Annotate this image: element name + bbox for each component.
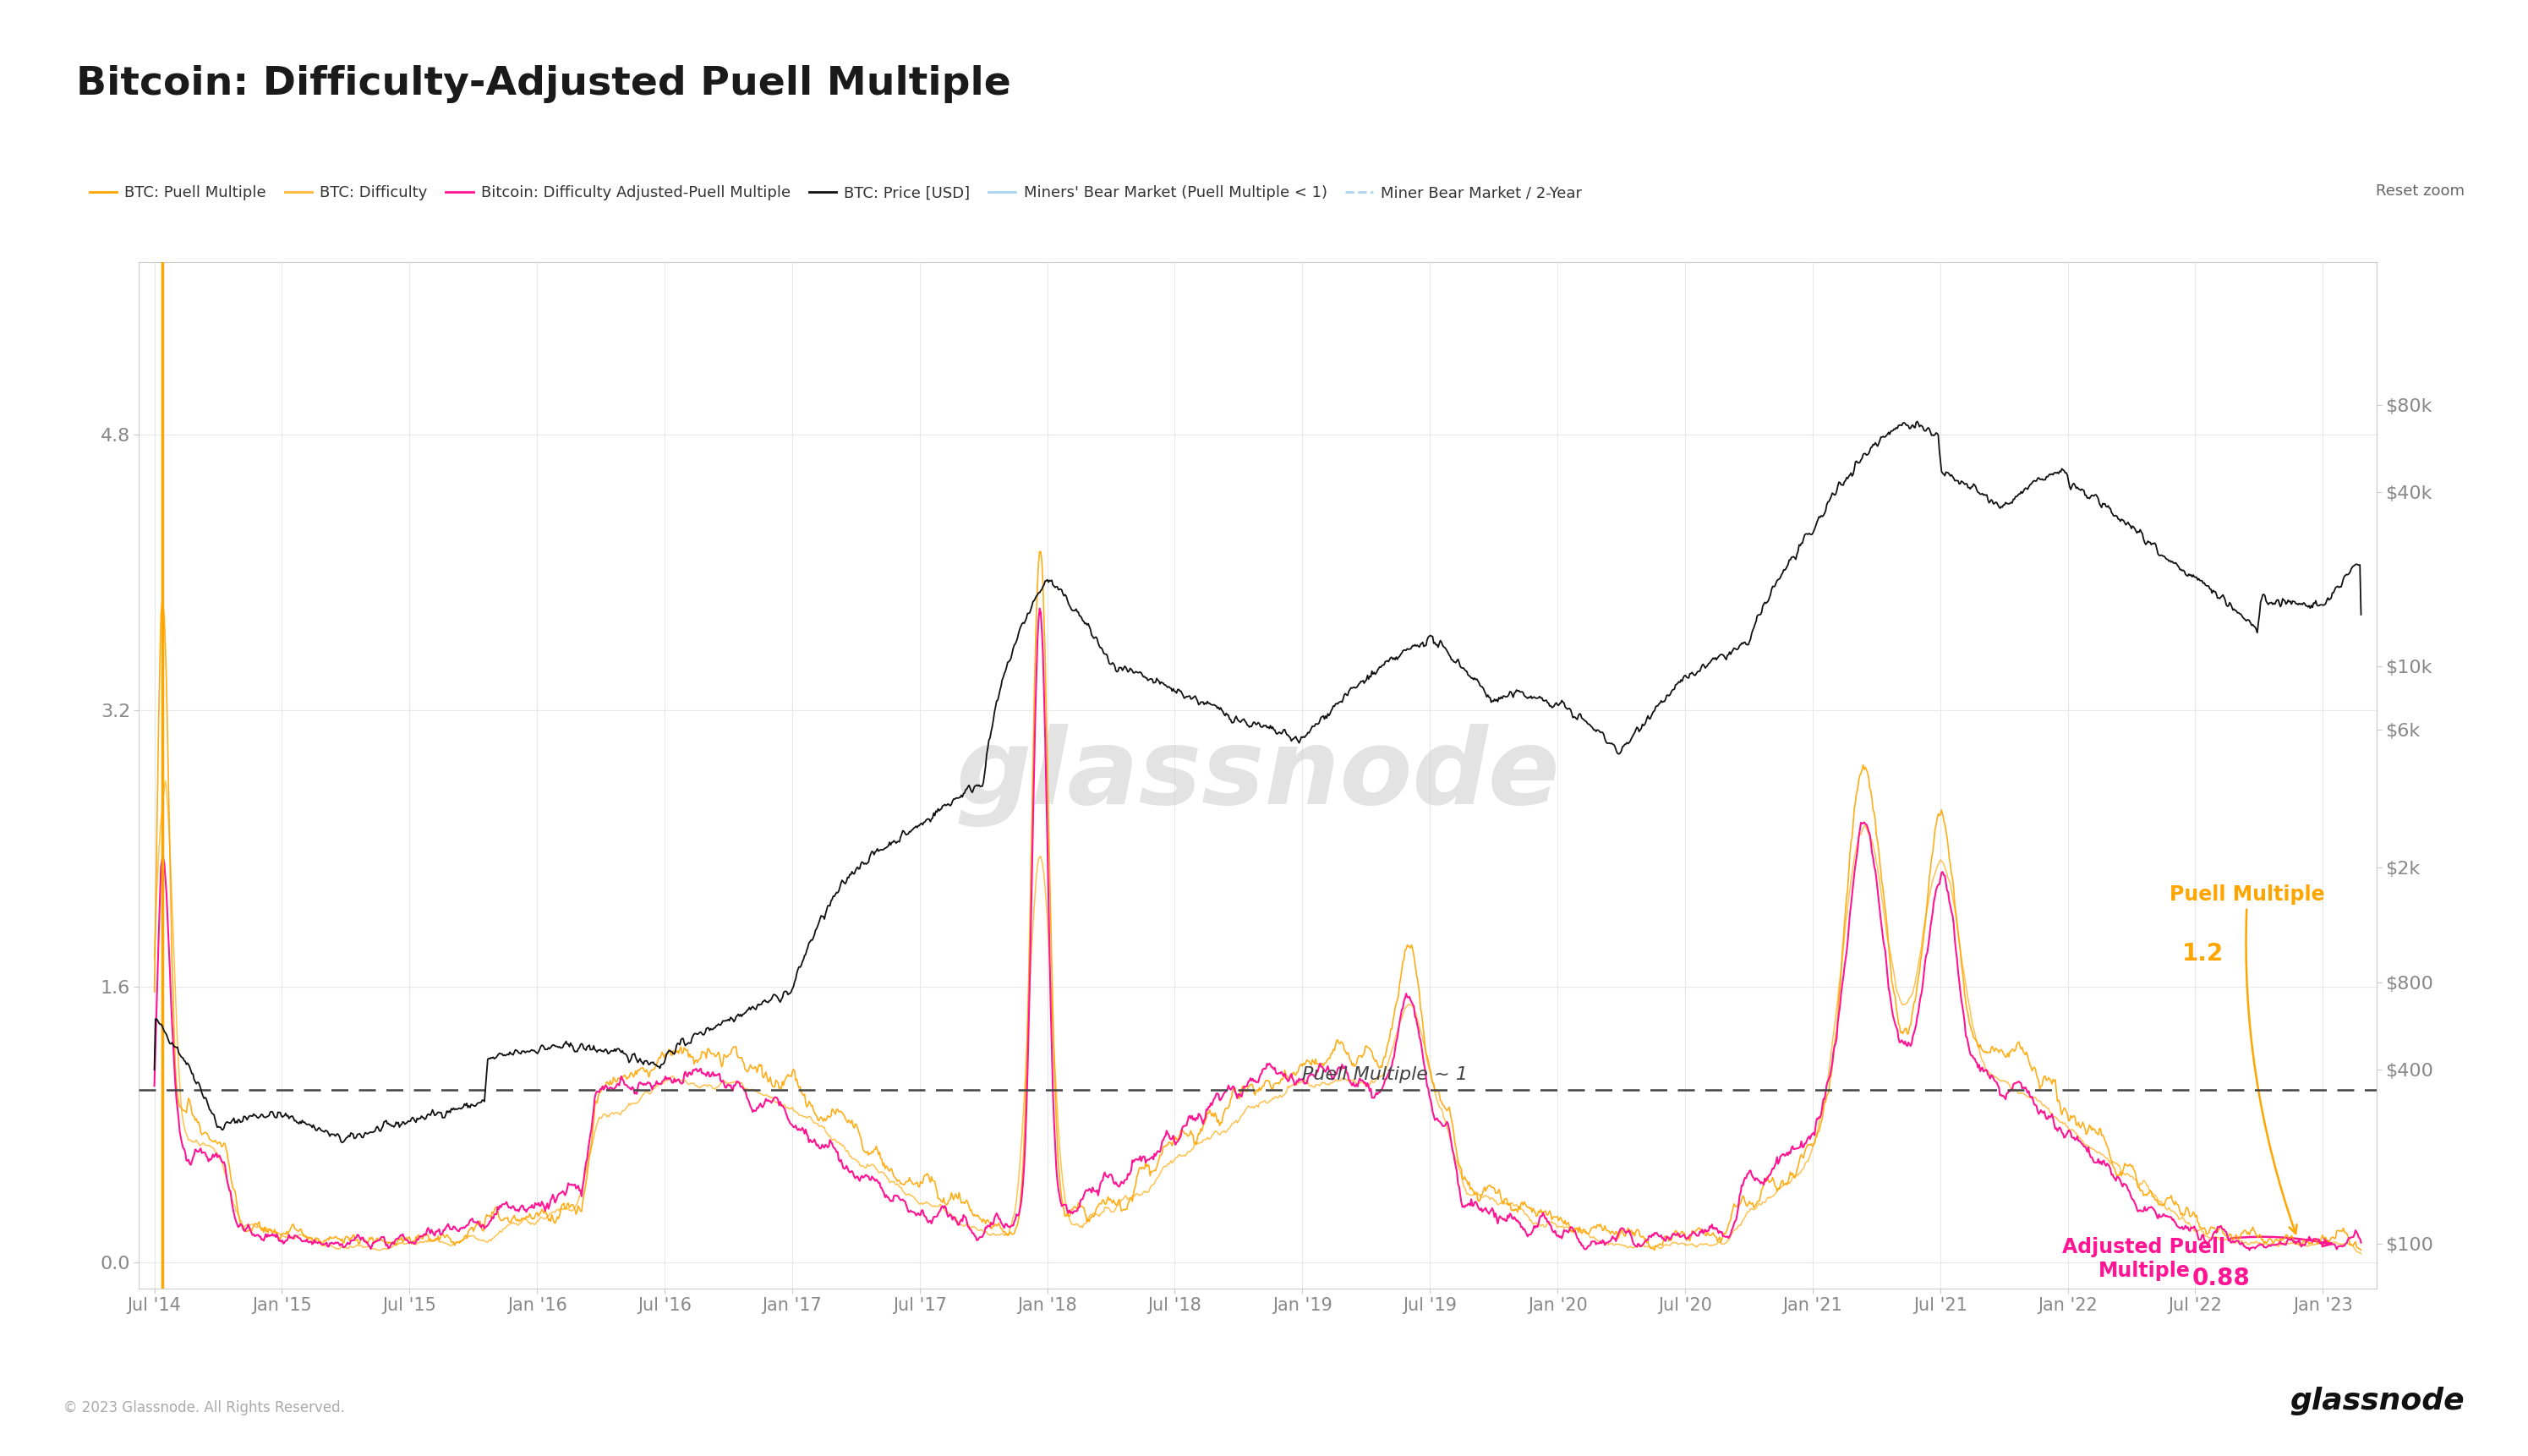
- Text: 0.88: 0.88: [2192, 1267, 2250, 1290]
- Text: Puell Multiple ~ 1: Puell Multiple ~ 1: [1302, 1066, 1469, 1083]
- Text: Puell Multiple: Puell Multiple: [2169, 884, 2326, 1233]
- Text: Adjusted Puell
Multiple: Adjusted Puell Multiple: [2063, 1236, 2331, 1281]
- Text: Reset zoom: Reset zoom: [2376, 183, 2465, 198]
- Text: © 2023 Glassnode. All Rights Reserved.: © 2023 Glassnode. All Rights Reserved.: [63, 1401, 344, 1415]
- Text: glassnode: glassnode: [2290, 1386, 2465, 1415]
- Text: 1.2: 1.2: [2182, 942, 2225, 965]
- Text: Bitcoin: Difficulty-Adjusted Puell Multiple: Bitcoin: Difficulty-Adjusted Puell Multi…: [76, 66, 1011, 103]
- Text: glassnode: glassnode: [956, 724, 1560, 827]
- Legend: BTC: Puell Multiple, BTC: Difficulty, Bitcoin: Difficulty Adjusted-Puell Multipl: BTC: Puell Multiple, BTC: Difficulty, Bi…: [83, 179, 1588, 207]
